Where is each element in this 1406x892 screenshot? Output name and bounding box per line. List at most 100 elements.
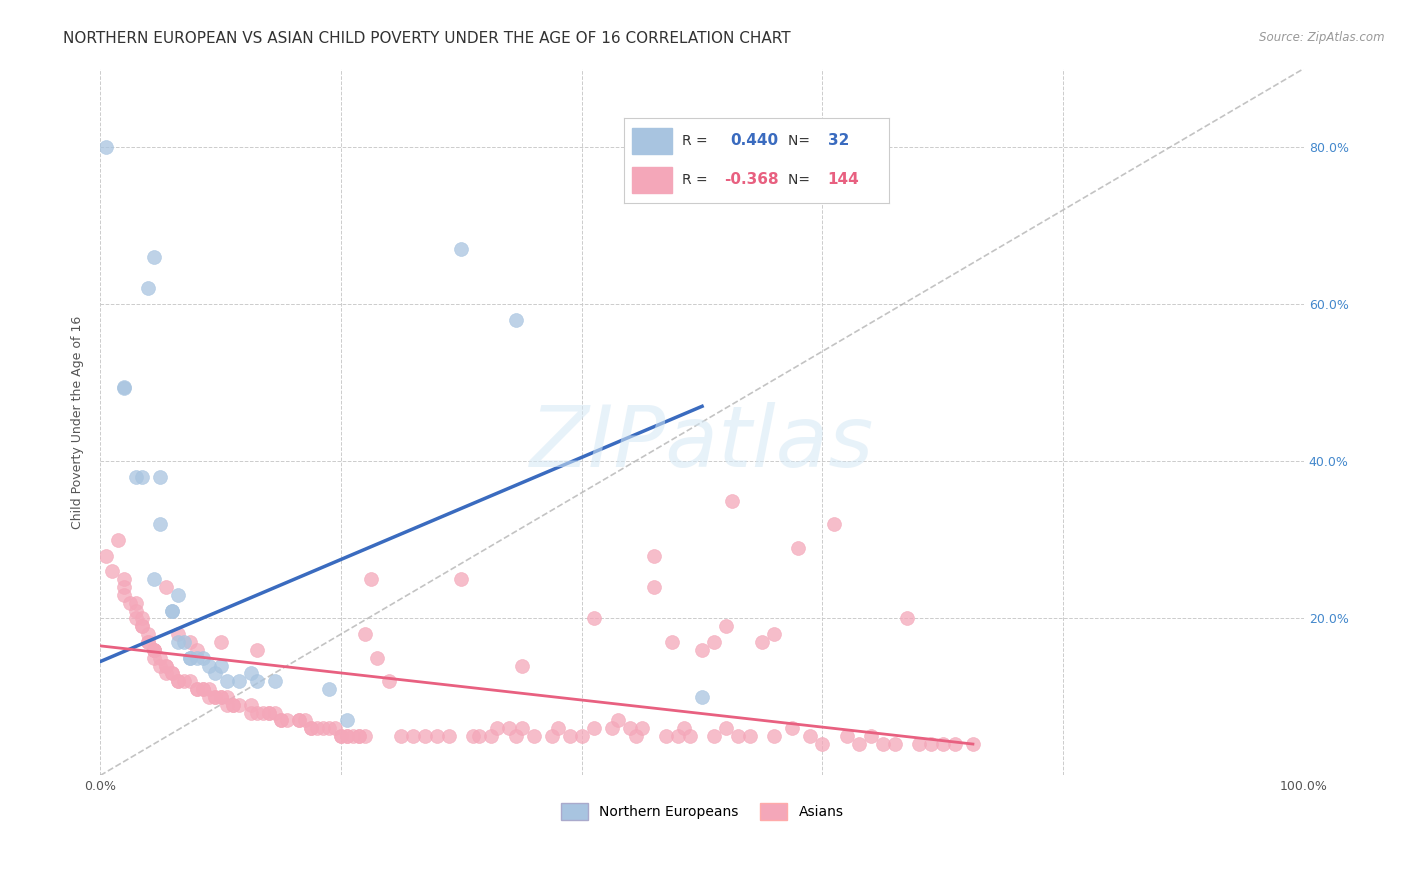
Legend: Northern Europeans, Asians: Northern Europeans, Asians	[555, 798, 849, 825]
Point	[167, 674, 190, 689]
Point	[112, 379, 135, 393]
Point	[120, 596, 142, 610]
Point	[450, 572, 472, 586]
Point	[173, 674, 195, 689]
Point	[582, 722, 605, 736]
Point	[138, 627, 160, 641]
Point	[179, 650, 201, 665]
Point	[270, 714, 292, 728]
Point	[787, 541, 810, 555]
Point	[138, 281, 160, 295]
Point	[342, 729, 364, 743]
Point	[131, 619, 153, 633]
Point	[246, 674, 269, 689]
Point	[932, 737, 955, 751]
Point	[112, 381, 135, 395]
Point	[204, 690, 226, 704]
Point	[690, 690, 713, 704]
Point	[330, 729, 353, 743]
Point	[305, 722, 328, 736]
Point	[624, 729, 647, 743]
Point	[606, 714, 628, 728]
Point	[631, 722, 654, 736]
Point	[354, 729, 377, 743]
Point	[714, 722, 737, 736]
Point	[463, 729, 485, 743]
Point	[191, 682, 214, 697]
Point	[907, 737, 929, 751]
Point	[173, 635, 195, 649]
Point	[155, 658, 177, 673]
Point	[389, 729, 412, 743]
Point	[204, 666, 226, 681]
Point	[155, 658, 177, 673]
Point	[143, 642, 166, 657]
Point	[318, 722, 340, 736]
Point	[162, 603, 184, 617]
Point	[481, 729, 503, 743]
Point	[197, 658, 219, 673]
Point	[197, 690, 219, 704]
Point	[426, 729, 449, 743]
Point	[510, 658, 533, 673]
Point	[143, 250, 166, 264]
Point	[323, 722, 346, 736]
Point	[125, 596, 148, 610]
Point	[378, 674, 401, 689]
Point	[131, 470, 153, 484]
Point	[239, 706, 262, 720]
Point	[721, 493, 744, 508]
Point	[799, 729, 821, 743]
Point	[246, 642, 269, 657]
Point	[125, 611, 148, 625]
Point	[263, 674, 285, 689]
Point	[138, 635, 160, 649]
Point	[510, 722, 533, 736]
Point	[112, 588, 135, 602]
Point	[257, 706, 280, 720]
Point	[571, 729, 593, 743]
Point	[468, 729, 491, 743]
Point	[655, 729, 678, 743]
Point	[221, 698, 243, 712]
Point	[149, 470, 172, 484]
Point	[859, 729, 882, 743]
Point	[143, 572, 166, 586]
Point	[505, 313, 527, 327]
Point	[263, 706, 285, 720]
Point	[162, 603, 184, 617]
Point	[155, 580, 177, 594]
Point	[318, 682, 340, 697]
Point	[186, 682, 208, 697]
Point	[450, 242, 472, 256]
Point	[131, 611, 153, 625]
Point	[162, 666, 184, 681]
Point	[101, 564, 124, 578]
Point	[336, 714, 359, 728]
Y-axis label: Child Poverty Under the Age of 16: Child Poverty Under the Age of 16	[72, 316, 84, 529]
Point	[209, 658, 232, 673]
Point	[505, 729, 527, 743]
Point	[246, 706, 269, 720]
Point	[215, 698, 238, 712]
Point	[215, 674, 238, 689]
Point	[540, 729, 562, 743]
Point	[125, 470, 148, 484]
Point	[439, 729, 461, 743]
Point	[204, 690, 226, 704]
Point	[162, 666, 184, 681]
Point	[347, 729, 370, 743]
Point	[138, 635, 160, 649]
Point	[673, 722, 696, 736]
Point	[257, 706, 280, 720]
Point	[125, 603, 148, 617]
Point	[896, 611, 918, 625]
Point	[209, 690, 232, 704]
Point	[366, 650, 388, 665]
Point	[215, 690, 238, 704]
Point	[288, 714, 311, 728]
Point	[191, 682, 214, 697]
Point	[149, 650, 172, 665]
Point	[962, 737, 984, 751]
Point	[703, 635, 725, 649]
